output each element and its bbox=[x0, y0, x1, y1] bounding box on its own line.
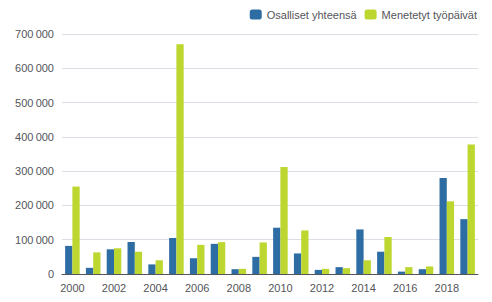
svg-text:Osalliset yhteensä: Osalliset yhteensä bbox=[267, 9, 358, 21]
svg-text:100 000: 100 000 bbox=[15, 234, 54, 246]
svg-text:2006: 2006 bbox=[185, 282, 209, 294]
svg-text:2018: 2018 bbox=[435, 282, 459, 294]
svg-text:2014: 2014 bbox=[351, 282, 375, 294]
svg-text:2016: 2016 bbox=[393, 282, 417, 294]
svg-text:200 000: 200 000 bbox=[15, 199, 54, 211]
svg-text:2000: 2000 bbox=[60, 282, 84, 294]
svg-text:500 000: 500 000 bbox=[15, 97, 54, 109]
svg-text:Menetetyt työpäivät: Menetetyt työpäivät bbox=[382, 9, 477, 21]
svg-text:2004: 2004 bbox=[143, 282, 167, 294]
svg-text:300 000: 300 000 bbox=[15, 165, 54, 177]
svg-text:2008: 2008 bbox=[227, 282, 251, 294]
svg-text:2012: 2012 bbox=[310, 282, 334, 294]
svg-text:0: 0 bbox=[48, 268, 54, 280]
svg-text:700 000: 700 000 bbox=[15, 28, 54, 40]
svg-text:2010: 2010 bbox=[268, 282, 292, 294]
svg-text:600 000: 600 000 bbox=[15, 62, 54, 74]
svg-text:400 000: 400 000 bbox=[15, 131, 54, 143]
svg-text:2002: 2002 bbox=[102, 282, 126, 294]
